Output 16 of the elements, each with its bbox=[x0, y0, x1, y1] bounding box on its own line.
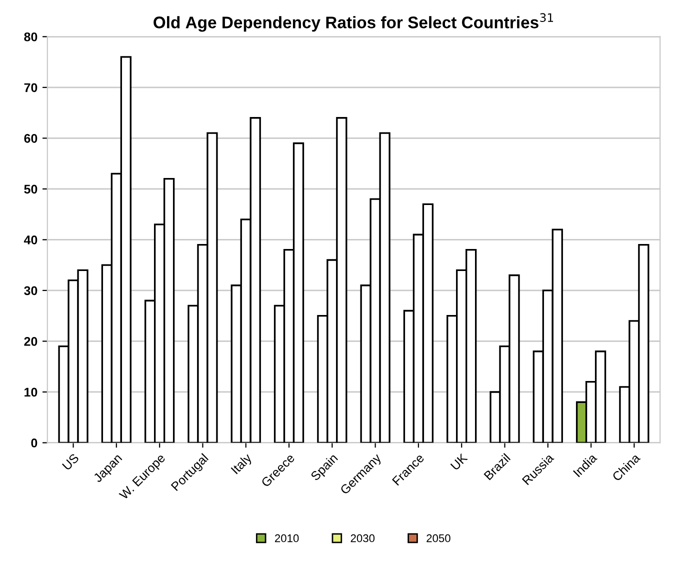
legend-label: 2050 bbox=[426, 534, 450, 542]
legend-label: 2010 bbox=[274, 534, 299, 542]
x-tick-label: UK bbox=[450, 452, 468, 471]
y-tick-label: 40 bbox=[24, 236, 38, 244]
y-tick-label: 20 bbox=[24, 337, 38, 346]
y-tick-label: 80 bbox=[24, 32, 38, 42]
y-tick-label: 10 bbox=[24, 388, 38, 397]
y-tick-label: 50 bbox=[24, 184, 38, 194]
legend-label: 2030 bbox=[350, 534, 375, 542]
y-tick-label: 0 bbox=[31, 438, 38, 448]
x-tick-label: Italy bbox=[230, 452, 254, 476]
y-tick-label: 60 bbox=[24, 134, 38, 143]
y-tick-label: 30 bbox=[24, 286, 38, 296]
chart-title: Old Age Dependency Ratios for Select Countries$^{31}$ bbox=[154, 13, 554, 32]
x-tick-label: US bbox=[62, 453, 80, 471]
y-tick-label: 70 bbox=[24, 83, 38, 92]
